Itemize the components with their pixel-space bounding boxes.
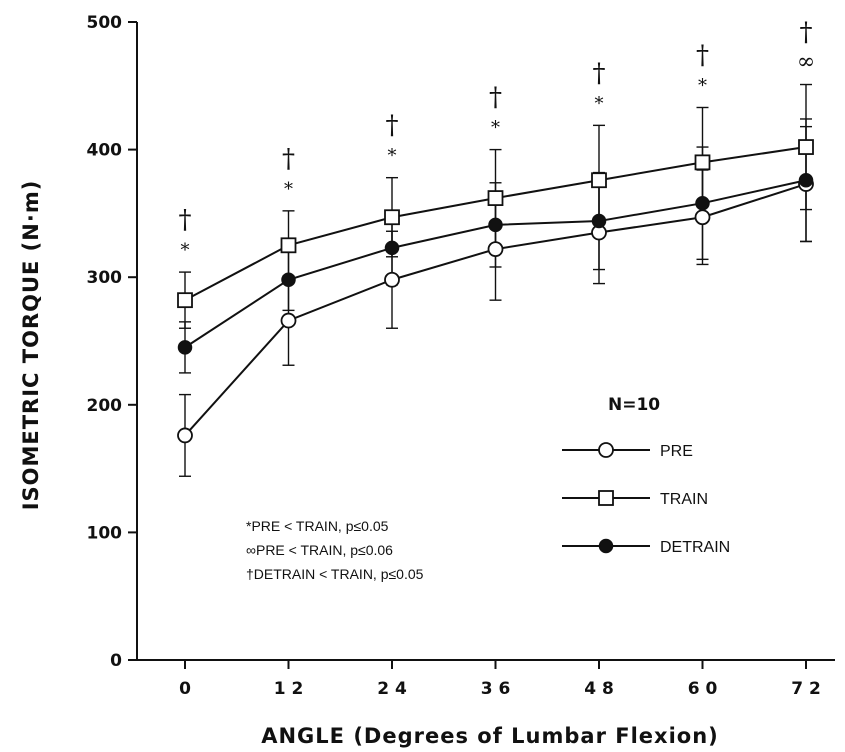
sig-lower-36: * [491, 118, 500, 139]
legend-marker-detrain [598, 538, 614, 554]
sig-upper-60: † [696, 40, 709, 70]
y-tick-label-400: 400 [87, 141, 123, 161]
sig-upper-48: † [593, 58, 606, 88]
y-tick-label-500: 500 [87, 13, 123, 33]
point-train-0 [177, 292, 193, 309]
legend-items: PRE TRAIN DETRAIN [562, 442, 730, 556]
note-line-1: *PRE < TRAIN, p≤0.05 [246, 518, 389, 534]
point-detrain-72 [798, 172, 814, 188]
x-tick-label-60: 6 0 [688, 679, 718, 699]
point-train-72 [798, 139, 814, 155]
sig-upper-36: † [489, 83, 502, 113]
sig-upper-0: † [179, 205, 192, 235]
y-tick-label-300: 300 [87, 268, 123, 288]
point-train-60 [694, 154, 711, 171]
sig-upper-24: † [386, 111, 399, 141]
point-detrain-60 [695, 195, 710, 211]
point-detrain-48 [591, 213, 607, 229]
point-train-12 [280, 237, 297, 254]
point-detrain-24 [384, 240, 400, 256]
sig-lower-72: ∞ [797, 50, 815, 75]
legend-label-pre: PRE [660, 443, 693, 460]
significance-marks: *†*† *† *† *† *† ∞† [179, 18, 816, 262]
note-line-3: †DETRAIN < TRAIN, p≤0.05 [246, 566, 424, 582]
y-tick-label-0: 0 [110, 651, 122, 671]
legend: N=10 PRE TRAIN DETRAIN [562, 395, 730, 556]
legend-marker-pre [598, 442, 614, 458]
y-axis-ticks: 0 100 200 300 400 500 [87, 13, 137, 671]
y-tick-label-100: 100 [87, 523, 123, 543]
point-detrain-36 [488, 217, 503, 233]
sig-lower-24: * [388, 146, 397, 167]
x-tick-label-24: 2 4 [377, 679, 407, 699]
x-tick-label-12: 1 2 [274, 679, 304, 699]
point-train-36 [487, 190, 504, 206]
point-pre-36 [487, 241, 504, 258]
legend-label-detrain: DETRAIN [660, 539, 730, 556]
sig-lower-48: * [595, 93, 604, 114]
legend-marker-train [598, 490, 614, 506]
y-axis-title: ISOMETRIC TORQUE (N·m) [19, 180, 43, 511]
x-axis-title: ANGLE (Degrees of Lumbar Flexion) [261, 724, 719, 748]
significance-notes: *PRE < TRAIN, p≤0.05 ∞PRE < TRAIN, p≤0.0… [246, 518, 424, 582]
point-detrain-0 [177, 340, 193, 355]
y-tick-label-200: 200 [87, 396, 123, 416]
sig-lower-0: * [181, 240, 190, 261]
point-train-48 [591, 172, 607, 189]
x-axis-ticks: 0 1 2 2 4 3 6 4 8 6 0 7 2 [179, 660, 821, 699]
x-tick-label-0: 0 [179, 679, 191, 699]
error-bars [179, 83, 812, 477]
sig-upper-12: † [282, 144, 295, 174]
sig-lower-60: * [698, 75, 707, 96]
point-pre-12 [280, 312, 297, 329]
point-pre-0 [177, 427, 193, 444]
x-tick-label-36: 3 6 [481, 679, 511, 699]
series-markers [177, 139, 814, 444]
point-train-24 [384, 209, 400, 226]
point-detrain-12 [281, 272, 296, 288]
legend-title: N=10 [608, 395, 660, 415]
sig-upper-72: † [800, 18, 813, 48]
x-tick-label-48: 4 8 [584, 679, 614, 699]
point-pre-60 [694, 209, 711, 226]
sig-lower-12: * [284, 179, 293, 200]
point-pre-24 [384, 271, 400, 288]
x-tick-label-72: 7 2 [791, 679, 821, 699]
note-line-2: ∞PRE < TRAIN, p≤0.06 [246, 542, 393, 558]
legend-label-train: TRAIN [660, 491, 708, 508]
